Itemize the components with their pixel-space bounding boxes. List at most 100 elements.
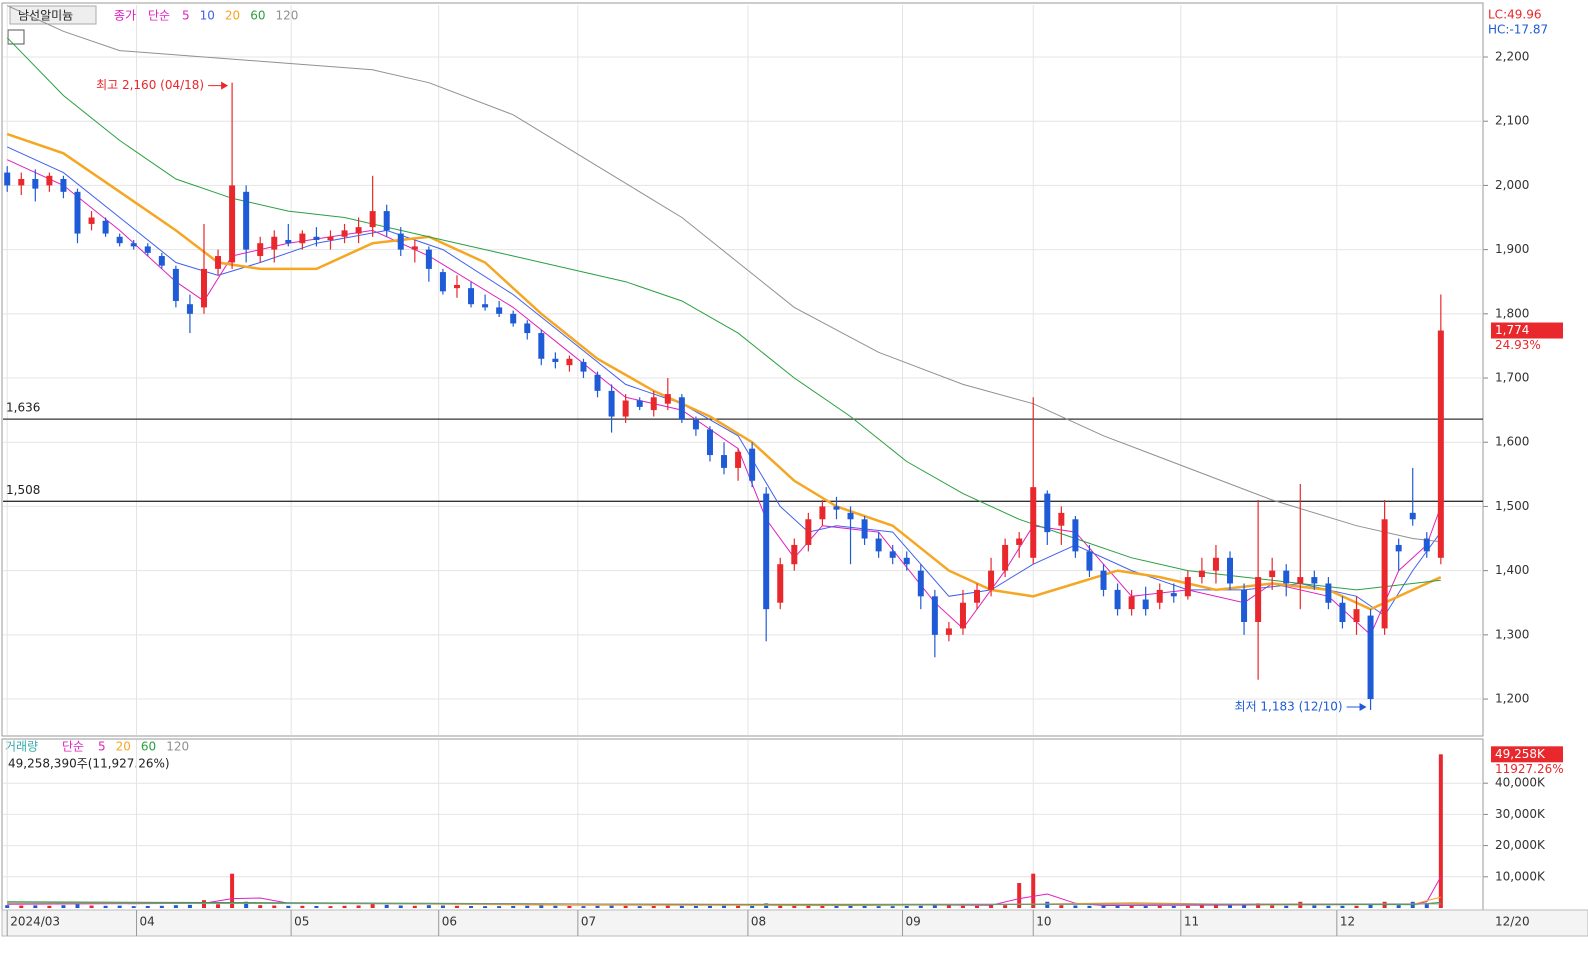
horizontal-line-label: 1,636: [6, 401, 40, 415]
volume-bar: [272, 905, 277, 908]
volume-bar: [1396, 905, 1401, 908]
volume-bar: [440, 905, 445, 908]
y-tick-label: 20,000K: [1495, 838, 1546, 852]
x-tick-label: 10: [1036, 915, 1051, 929]
volume-bar: [511, 905, 516, 908]
candle-body: [1227, 557, 1234, 584]
volume-bar: [1424, 903, 1429, 908]
candle-body: [608, 390, 615, 417]
volume-bar: [1003, 905, 1008, 908]
candle-body: [439, 272, 446, 292]
volume-bar: [89, 905, 94, 908]
volume-bar: [384, 904, 389, 908]
volume-bar: [454, 905, 459, 908]
volume-bar: [201, 900, 206, 908]
volume-bar: [918, 905, 923, 908]
last-date: 12/20: [1495, 915, 1530, 929]
volume-bar: [553, 905, 558, 908]
y-tick-label: 1,900: [1495, 242, 1529, 256]
y-tick-label: 1,400: [1495, 563, 1529, 577]
candle-body: [805, 519, 812, 545]
candle-body: [144, 246, 151, 253]
volume-bar: [736, 905, 741, 908]
candle-body: [32, 178, 39, 189]
candle-body: [580, 361, 587, 372]
volume-moving-average: [7, 902, 1441, 905]
volume-bar: [1213, 905, 1218, 908]
last-change: 24.93%: [1495, 338, 1541, 352]
candle-body: [1114, 589, 1121, 610]
candle-body: [299, 233, 306, 244]
volume-bar: [665, 905, 670, 908]
candle-body: [678, 397, 685, 420]
candle-body: [706, 429, 713, 456]
volume-ma-legend: 20: [116, 740, 131, 754]
volume-bar: [834, 905, 839, 908]
horizontal-line-label: 1,508: [6, 483, 40, 497]
volume-ratio: 11927.26%: [1495, 762, 1564, 776]
volume-bar: [159, 905, 164, 908]
volume-bar: [975, 905, 980, 908]
y-tick-label: 30,000K: [1495, 807, 1546, 821]
candle-body: [1128, 596, 1135, 610]
candle-body: [271, 236, 278, 250]
volume-bar: [623, 905, 628, 908]
candle-body: [777, 564, 784, 603]
stock-name-box[interactable]: [9, 5, 97, 25]
volume-bar: [356, 905, 361, 908]
volume-bar: [581, 906, 586, 908]
candle-body: [1002, 544, 1009, 571]
candle-body: [186, 304, 193, 314]
candle-body: [974, 589, 981, 603]
volume-bar: [1157, 905, 1162, 908]
y-tick-label: 1,300: [1495, 627, 1529, 641]
volume-bar: [328, 906, 333, 908]
last-price-tag: [1491, 322, 1563, 339]
price-panel: [1, 2, 1484, 737]
candle-body: [4, 172, 11, 186]
volume-bar: [1368, 904, 1373, 908]
candle-body: [959, 602, 966, 629]
candle-body: [903, 557, 910, 565]
candle-body: [861, 519, 868, 539]
price-label: 종가: [114, 9, 136, 23]
volume-bar: [1171, 905, 1176, 908]
x-tick-label: 11: [1184, 915, 1199, 929]
candle-body: [1241, 589, 1248, 623]
candle-body: [18, 178, 25, 186]
candle-body: [1395, 544, 1402, 552]
volume-bar: [806, 905, 811, 908]
volume-bar: [679, 905, 684, 908]
candle-body: [425, 249, 432, 269]
candle-body: [1325, 583, 1332, 603]
volume-summary: 49,258,390주(11,927.26%): [8, 757, 170, 771]
y-tick-label: 10,000K: [1495, 869, 1546, 883]
volume-ma-legend: 5: [98, 740, 106, 754]
candle-body: [482, 304, 489, 308]
volume-bar: [103, 905, 108, 908]
grid-icon[interactable]: [7, 29, 25, 45]
x-tick-label: 09: [906, 915, 921, 929]
volume-bar: [187, 904, 192, 908]
volume-bar: [946, 905, 951, 908]
volume-bar: [426, 905, 431, 908]
corner-note: LC:49.96: [1488, 8, 1541, 22]
candle-body: [215, 256, 222, 269]
moving-average: [6, 37, 1441, 591]
volume-bar: [1101, 905, 1106, 908]
candle-body: [1072, 519, 1079, 552]
candle-body: [1044, 493, 1051, 533]
volume-bar: [1129, 905, 1134, 908]
y-tick-label: 40,000K: [1495, 776, 1546, 790]
volume-bar: [173, 905, 178, 908]
candle-body: [664, 394, 671, 404]
candle-body: [538, 333, 545, 359]
candle-body: [1058, 512, 1065, 526]
volume-bar: [342, 905, 347, 908]
volume-bar: [5, 905, 10, 908]
candle-body: [524, 323, 531, 334]
volume-bar: [1340, 905, 1345, 908]
candle-body: [819, 506, 826, 520]
corner-note: HC:-17.87: [1488, 23, 1548, 37]
